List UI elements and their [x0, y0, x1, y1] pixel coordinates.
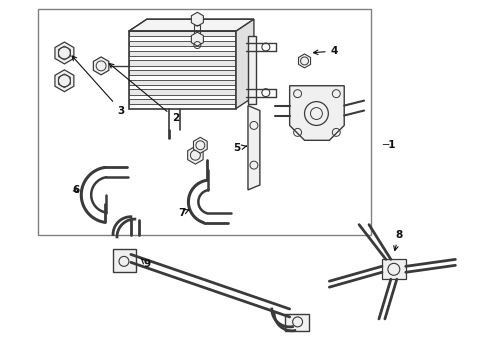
Polygon shape	[129, 99, 236, 104]
Polygon shape	[129, 70, 236, 75]
Polygon shape	[247, 105, 259, 190]
Polygon shape	[289, 86, 344, 140]
Polygon shape	[113, 249, 136, 272]
Text: 2: 2	[109, 63, 179, 123]
Polygon shape	[55, 42, 74, 64]
Text: 8: 8	[393, 230, 402, 251]
Text: 3: 3	[72, 56, 124, 116]
Polygon shape	[284, 314, 309, 331]
Polygon shape	[187, 146, 203, 164]
Bar	[194, 25, 200, 35]
Polygon shape	[191, 32, 203, 46]
Polygon shape	[191, 12, 203, 26]
Polygon shape	[247, 36, 255, 104]
Polygon shape	[129, 80, 236, 85]
Text: ─1: ─1	[381, 140, 395, 150]
Polygon shape	[93, 57, 109, 75]
Polygon shape	[129, 31, 236, 36]
Polygon shape	[129, 19, 253, 31]
Text: 7: 7	[178, 208, 188, 218]
Text: 4: 4	[313, 46, 337, 56]
Polygon shape	[193, 137, 207, 153]
Text: 5: 5	[233, 143, 246, 153]
Polygon shape	[129, 50, 236, 56]
Polygon shape	[129, 41, 236, 46]
Polygon shape	[236, 19, 253, 109]
Polygon shape	[55, 70, 74, 92]
Polygon shape	[129, 19, 253, 31]
Bar	[38, 9, 370, 235]
Polygon shape	[129, 89, 236, 95]
Polygon shape	[298, 54, 310, 68]
Polygon shape	[129, 60, 236, 66]
Text: 6: 6	[72, 185, 79, 195]
Polygon shape	[381, 260, 405, 279]
Text: 9: 9	[141, 258, 150, 269]
